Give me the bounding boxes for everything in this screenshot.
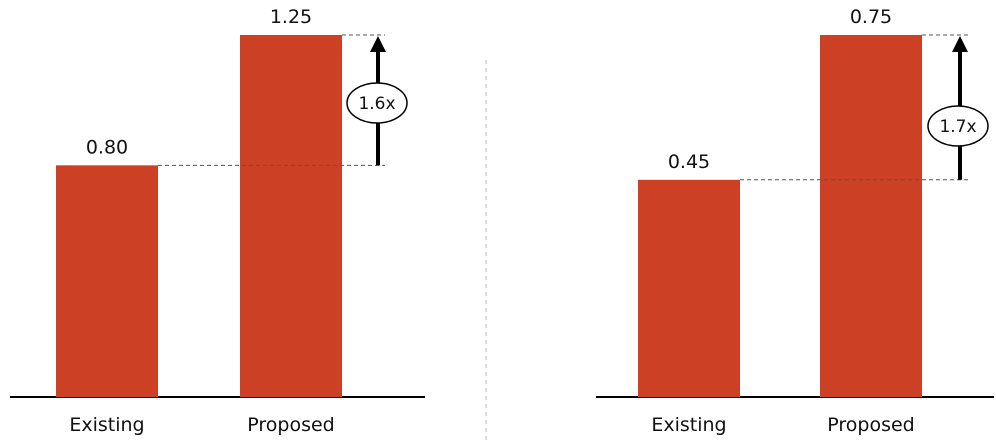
multiplier-label: 1.6x bbox=[358, 94, 395, 114]
arrow-head bbox=[370, 36, 386, 52]
multiplier-bubble bbox=[346, 82, 408, 124]
bar-existing bbox=[56, 165, 158, 397]
multiplier-label: 1.7x bbox=[939, 117, 976, 137]
value-label: 1.25 bbox=[270, 6, 312, 28]
bar-proposed bbox=[820, 35, 922, 397]
value-label: 0.80 bbox=[86, 136, 128, 158]
arrow-head bbox=[952, 36, 968, 52]
multiplier-bubble bbox=[927, 105, 989, 147]
value-label: 0.75 bbox=[850, 6, 892, 28]
value-label: 0.45 bbox=[668, 151, 710, 173]
bar-proposed bbox=[240, 35, 342, 397]
category-label: Proposed bbox=[827, 414, 914, 436]
category-label: Proposed bbox=[247, 414, 334, 436]
bar-existing bbox=[638, 179, 740, 397]
category-label: Existing bbox=[69, 414, 144, 436]
category-label: Existing bbox=[651, 414, 726, 436]
